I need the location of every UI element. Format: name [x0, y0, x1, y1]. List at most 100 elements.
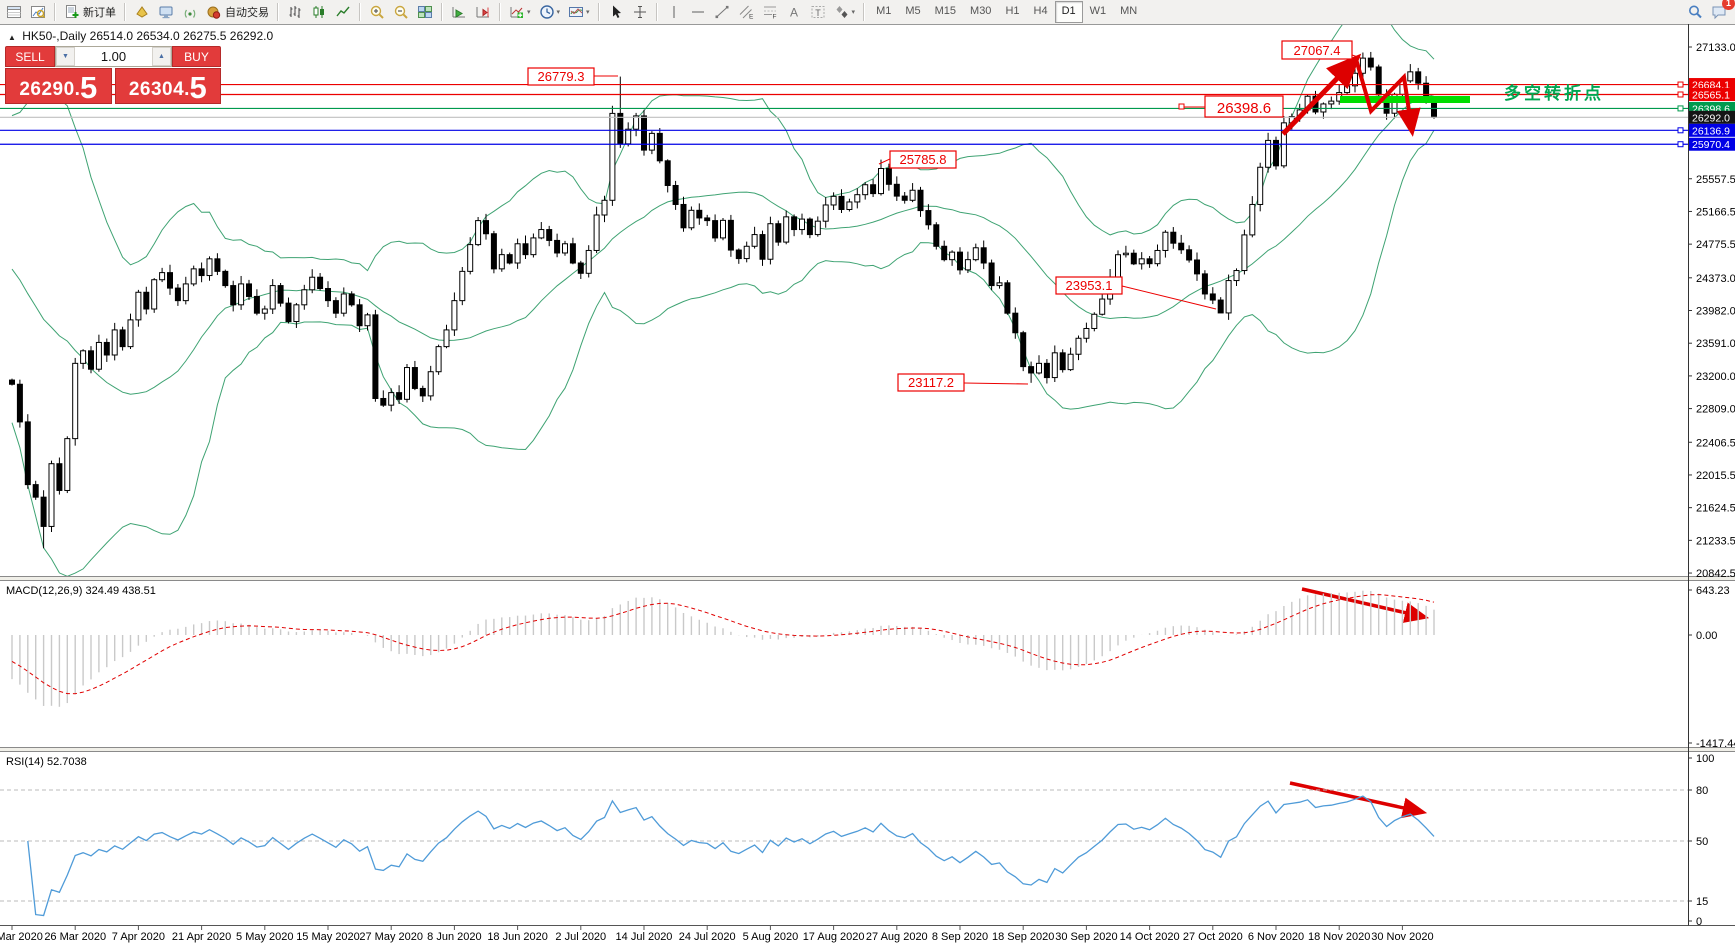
zoom-in-button[interactable]	[365, 0, 389, 24]
auto-scroll-button[interactable]	[447, 0, 471, 24]
new-order-button[interactable]: 新订单	[60, 0, 120, 24]
price-label-23953[interactable]: 23953.1	[1055, 276, 1217, 310]
volume-decrease-button[interactable]: ▼	[56, 47, 75, 66]
macd-signal-line	[11, 594, 1435, 695]
candles-icon	[313, 6, 324, 18]
timeframe-d1-button[interactable]: D1	[1054, 1, 1083, 23]
date-label: 8 Jun 2020	[427, 931, 481, 943]
zoom-out-button[interactable]	[389, 0, 413, 24]
date-label: 18 Sep 2020	[992, 931, 1054, 943]
search-button[interactable]	[1683, 0, 1707, 24]
chart-ohlc-header: ▲ HK50-,Daily 26514.0 26534.0 26275.5 26…	[8, 29, 273, 43]
gold-icon	[136, 6, 148, 18]
date-label: 16 Mar 2020	[0, 931, 43, 943]
cursor-button[interactable]	[604, 0, 628, 24]
svg-text:25785.8: 25785.8	[900, 152, 947, 167]
chevron-down-icon: ▾	[586, 9, 590, 16]
arrows-button[interactable]: ▾	[830, 0, 860, 24]
chart-objects[interactable]: 26779.3 27067.4 26398.6 25785.8 23953.1 23117…	[0, 40, 1688, 819]
line-handle[interactable]	[1677, 127, 1684, 134]
price-zigzag-arrow[interactable]	[1354, 58, 1421, 137]
toolbar-separator	[124, 3, 126, 21]
axis-price-tag	[1689, 78, 1735, 92]
toolbar-separator	[54, 3, 56, 21]
market-watch-button[interactable]	[130, 0, 154, 24]
fibonacci-button[interactable]: F	[758, 0, 782, 24]
auto-trading-button[interactable]: 自动交易	[202, 0, 273, 24]
crosshair-icon	[633, 6, 646, 18]
timeframe-mn-button[interactable]: MN	[1120, 5, 1138, 17]
data-window-button[interactable]	[26, 0, 50, 24]
buy-price[interactable]: 26304. 5	[114, 68, 221, 104]
axis-price-tag	[1689, 123, 1735, 137]
line-chart-button[interactable]	[331, 0, 355, 24]
timeframe-h1-button[interactable]: H1	[1005, 5, 1020, 17]
svg-text:24775.5: 24775.5	[1696, 239, 1735, 251]
timeframe-h4-button[interactable]: H4	[1033, 5, 1048, 17]
line-handle[interactable]	[1677, 105, 1684, 112]
line-handle[interactable]	[1677, 141, 1684, 148]
candlestick-chart-button[interactable]	[307, 0, 331, 24]
volume-input[interactable]	[75, 47, 152, 66]
arrows-icon	[836, 6, 848, 18]
rsi-pane[interactable]	[0, 789, 1688, 917]
main-price-pane[interactable]	[9, 24, 1437, 576]
text-label-button[interactable]: T	[806, 0, 830, 24]
sell-price-pip: 5	[79, 70, 98, 105]
timeframe-w1-button[interactable]: W1	[1089, 5, 1107, 17]
vline-icon	[672, 6, 675, 18]
svg-text:26292.0: 26292.0	[1692, 112, 1730, 124]
metaeditor-button[interactable]	[154, 0, 178, 24]
price-label-26779[interactable]: 26779.3	[527, 67, 618, 86]
price-up-arrow[interactable]	[1281, 53, 1362, 136]
rsi-down-arrow[interactable]	[1289, 781, 1428, 819]
horizontal-line-button[interactable]	[686, 0, 710, 24]
bar-chart-button[interactable]	[283, 0, 307, 24]
macd-pane[interactable]	[11, 590, 1435, 707]
notification-badge: 1	[1722, 0, 1735, 10]
svg-text:26779.3: 26779.3	[538, 69, 585, 84]
tile-windows-button[interactable]	[413, 0, 437, 24]
equidistant-channel-button[interactable]: E	[734, 0, 758, 24]
signals-button[interactable]	[178, 0, 202, 24]
sell-price[interactable]: 26290. 5	[5, 68, 112, 104]
volume-increase-button[interactable]: ▲	[152, 47, 171, 66]
price-label-26398[interactable]: 26398.6	[1178, 95, 1284, 118]
svg-text:0: 0	[1696, 916, 1702, 928]
sell-button[interactable]: SELL	[5, 46, 55, 67]
text-button[interactable]: A	[782, 0, 806, 24]
crosshair-button[interactable]	[628, 0, 652, 24]
collapse-arrow-icon[interactable]: ▲	[8, 33, 16, 42]
support-zone-highlight[interactable]	[1340, 96, 1470, 103]
winlist-icon	[7, 6, 21, 18]
note-text[interactable]: 多空转折点	[1504, 83, 1604, 103]
fibo-icon: F	[763, 6, 776, 20]
timeframe-m30-button[interactable]: M30	[970, 5, 992, 17]
svg-text:0.00: 0.00	[1696, 630, 1717, 642]
price-label-23117[interactable]: 23117.2	[897, 373, 1029, 392]
buy-button[interactable]: BUY	[172, 46, 221, 67]
charts-list-button[interactable]	[2, 0, 26, 24]
textA-icon: A	[790, 6, 798, 20]
price-label-27067[interactable]: 27067.4	[1281, 40, 1362, 60]
notifications-button[interactable]: 1	[1707, 0, 1735, 24]
timeframe-m5-button[interactable]: M5	[905, 5, 921, 17]
timeframe-m1-button[interactable]: M1	[876, 5, 892, 17]
chart-shift-button[interactable]	[471, 0, 495, 24]
monitor-icon	[159, 6, 173, 19]
timeframe-m15-button[interactable]: M15	[934, 5, 957, 17]
periods-button[interactable]: ▾	[535, 0, 565, 24]
datawin-icon	[31, 6, 46, 19]
templates-button[interactable]: ▾	[564, 0, 594, 24]
chart-area[interactable]: 26779.3 27067.4 26398.6 25785.8 23953.1 23117…	[0, 24, 1735, 945]
indicators-button[interactable]: ▾	[505, 0, 535, 24]
date-label: 27 May 2020	[359, 931, 423, 943]
price-label-25785[interactable]: 25785.8	[878, 150, 957, 169]
line-handle[interactable]	[1677, 81, 1684, 88]
line-handle[interactable]	[1677, 91, 1684, 98]
trendline-button[interactable]	[710, 0, 734, 24]
bars-icon	[289, 6, 301, 18]
vertical-line-button[interactable]	[662, 0, 686, 24]
